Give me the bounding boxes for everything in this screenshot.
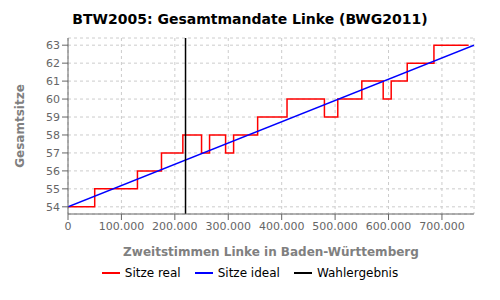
svg-text:62: 62 xyxy=(46,57,60,70)
svg-text:55: 55 xyxy=(46,183,60,196)
svg-text:400.000: 400.000 xyxy=(259,220,305,233)
svg-text:500.000: 500.000 xyxy=(312,220,358,233)
svg-text:63: 63 xyxy=(46,39,60,52)
html-text:Sitze ideal: Sitze ideal xyxy=(217,266,280,280)
svg-text:61: 61 xyxy=(46,75,60,88)
svg-text:Zweitstimmen Linke in Baden-Wü: Zweitstimmen Linke in Baden-Württemberg xyxy=(123,245,419,259)
svg-text:59: 59 xyxy=(46,111,60,124)
svg-text:58: 58 xyxy=(46,129,60,142)
svg-text:100.000: 100.000 xyxy=(99,220,145,233)
svg-text:600.000: 600.000 xyxy=(366,220,412,233)
svg-text:700.000: 700.000 xyxy=(419,220,465,233)
svg-text:60: 60 xyxy=(46,93,60,106)
svg-text:56: 56 xyxy=(46,165,60,178)
svg-text:54: 54 xyxy=(46,201,60,214)
svg-text:300.000: 300.000 xyxy=(206,220,252,233)
svg-text:57: 57 xyxy=(46,147,60,160)
html-text:Wahlergebnis: Wahlergebnis xyxy=(316,266,399,280)
html-text:Sitze real: Sitze real xyxy=(124,266,181,280)
svg-text:0: 0 xyxy=(65,220,72,233)
svg-text:200.000: 200.000 xyxy=(152,220,198,233)
html-text:BTW2005: Gesamtmandate Linke (: BTW2005: Gesamtmandate Linke (BWG2011) xyxy=(72,11,428,27)
svg-text:Gesamtsitze: Gesamtsitze xyxy=(13,84,27,168)
